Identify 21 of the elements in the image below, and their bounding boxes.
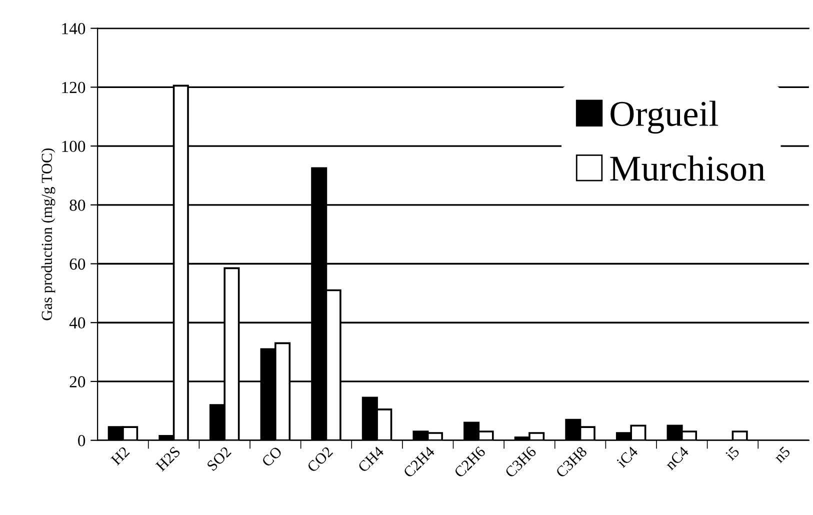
y-tick-label: 120 — [62, 82, 86, 94]
y-tick-label: 100 — [62, 140, 86, 152]
x-tick-label: nC4 — [664, 446, 690, 471]
y-tick-label: 140 — [62, 23, 86, 34]
y-tick-label: 20 — [70, 376, 86, 388]
y-tick-label: 40 — [69, 317, 86, 329]
x-tick-label: H2S — [155, 446, 181, 472]
legend-label: Murchison — [610, 155, 766, 181]
y-tick-label: 80 — [70, 200, 86, 211]
x-tick-label: iC4 — [616, 446, 639, 468]
x-tick-label: i5 — [724, 446, 740, 461]
x-tick-label: SO2 — [206, 446, 232, 472]
x-tick-label: CH4 — [357, 446, 384, 473]
y-tick-label: 0 — [78, 435, 86, 446]
y-axis-title: Gas production (mg/g TOC) — [41, 148, 56, 320]
x-tick-label: H2 — [110, 446, 130, 466]
x-tick-label: CO — [261, 446, 283, 468]
x-tick-label: CO2 — [306, 446, 334, 473]
legend-label: Orgueil — [610, 100, 718, 134]
y-tick-label: 60 — [70, 258, 86, 270]
x-tick-label: n5 — [773, 446, 791, 464]
